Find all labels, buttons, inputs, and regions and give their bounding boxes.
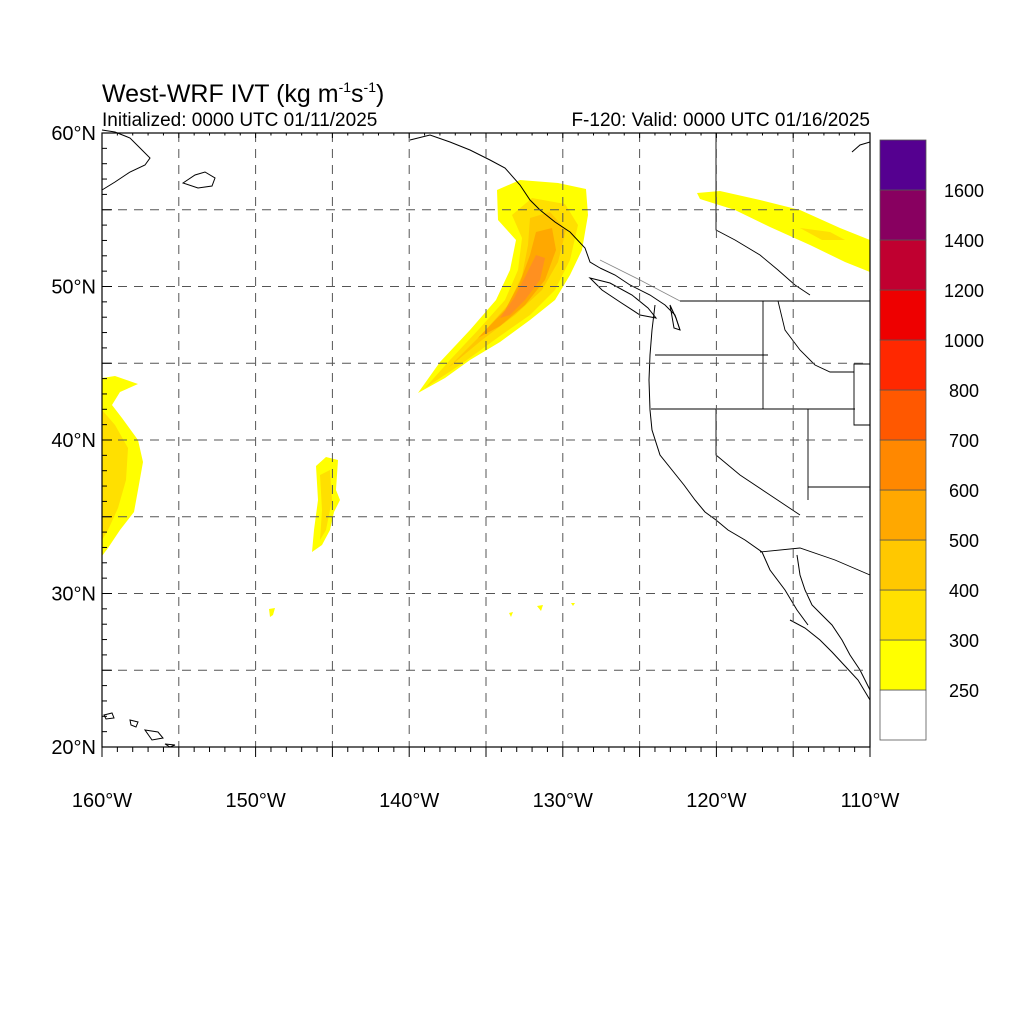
political-borders	[651, 133, 871, 576]
colorbar-swatch	[879, 689, 927, 741]
valid-label: F-120: Valid: 0000 UTC 01/16/2025	[571, 110, 870, 131]
utah-box	[853, 363, 871, 426]
colorbar-label: 500	[949, 531, 979, 551]
us-mexico-border	[759, 547, 871, 576]
us-west-coast	[648, 304, 809, 626]
colorbar-label: 600	[949, 481, 979, 501]
colorbar-label: 800	[949, 381, 979, 401]
mexico-coast	[789, 619, 871, 701]
graticule	[102, 133, 870, 747]
hawaii-1	[103, 712, 115, 720]
lat-tick-label: 40°N	[51, 430, 96, 452]
title-text: West-WRF IVT (kg m	[102, 80, 339, 108]
alaska-peninsula	[181, 171, 216, 189]
initialized-label: Initialized: 0000 UTC 01/11/2025	[102, 110, 378, 131]
ivt-speckle-2	[537, 605, 543, 611]
lat-tick-label: 20°N	[51, 737, 96, 759]
ivt-plume-ne-300	[800, 228, 845, 240]
colorbar: 250 300 400 500 600 700 800 1000 1200 1400 1600	[879, 139, 984, 741]
colorbar-label: 400	[949, 581, 979, 601]
colorbar-label: 250	[949, 681, 979, 701]
baja-coast	[796, 554, 871, 691]
colorbar-swatch	[879, 189, 927, 241]
lon-tick-label: 130°W	[533, 790, 593, 812]
vancouver-island	[588, 277, 658, 319]
colorbar-swatch	[879, 239, 927, 291]
ivt-speckle-3	[509, 612, 513, 617]
salish-sea	[669, 304, 681, 331]
title-mid: s	[351, 80, 364, 108]
lat-tick-label: 60°N	[51, 123, 96, 145]
ne-corner-coast	[851, 141, 871, 153]
lon-tick-label: 120°W	[686, 790, 746, 812]
colorbar-swatch	[879, 639, 927, 691]
colorbar-label: 1000	[944, 331, 984, 351]
colorbar-label: 700	[949, 431, 979, 451]
ca-nv-border	[715, 409, 801, 516]
colorbar-swatch	[879, 439, 927, 491]
colorbar-swatch	[879, 539, 927, 591]
alaska-coast	[101, 129, 151, 191]
colorbar-swatch	[879, 289, 927, 341]
lon-tick-label: 110°W	[841, 790, 900, 812]
ivt-speckle-1	[269, 608, 275, 617]
colorbar-swatch	[879, 139, 927, 191]
colorbar-swatch	[879, 589, 927, 641]
gulf-alaska-coast	[409, 134, 601, 269]
idaho-east	[777, 300, 854, 373]
colorbar-label: 300	[949, 631, 979, 651]
colorbar-label: 1600	[944, 181, 984, 201]
colorbar-swatch	[879, 489, 927, 541]
lon-tick-label: 150°W	[225, 790, 285, 812]
ivt-plume-ne	[697, 191, 870, 272]
axis-tick-labels: 60°N 50°N 40°N 30°N 20°N 160°W 150°W 140°W 130°W…	[51, 123, 899, 812]
ivt-plume-west-300	[102, 410, 128, 540]
axis-ticks	[101, 132, 871, 757]
lat-tick-label: 50°N	[51, 277, 96, 299]
ivt-plume-central-300	[320, 470, 332, 540]
chart-title: West-WRF IVT (kg m-1s-1)	[102, 70, 384, 111]
colorbar-label: 1400	[944, 231, 984, 251]
title-exp1: -1	[338, 79, 352, 95]
hawaii-2	[129, 719, 139, 728]
ivt-speckle-4	[571, 603, 575, 606]
title-end: )	[375, 80, 385, 108]
lon-tick-label: 160°W	[72, 790, 132, 812]
colorbar-label: 1200	[944, 281, 984, 301]
colorbar-swatch	[879, 339, 927, 391]
hawaii-3	[143, 729, 164, 741]
colorbar-swatch	[879, 389, 927, 441]
lon-tick-label: 140°W	[379, 790, 439, 812]
hawaii-4	[164, 743, 176, 748]
title-exp2: -1	[363, 79, 376, 95]
lat-tick-label: 30°N	[51, 584, 96, 606]
